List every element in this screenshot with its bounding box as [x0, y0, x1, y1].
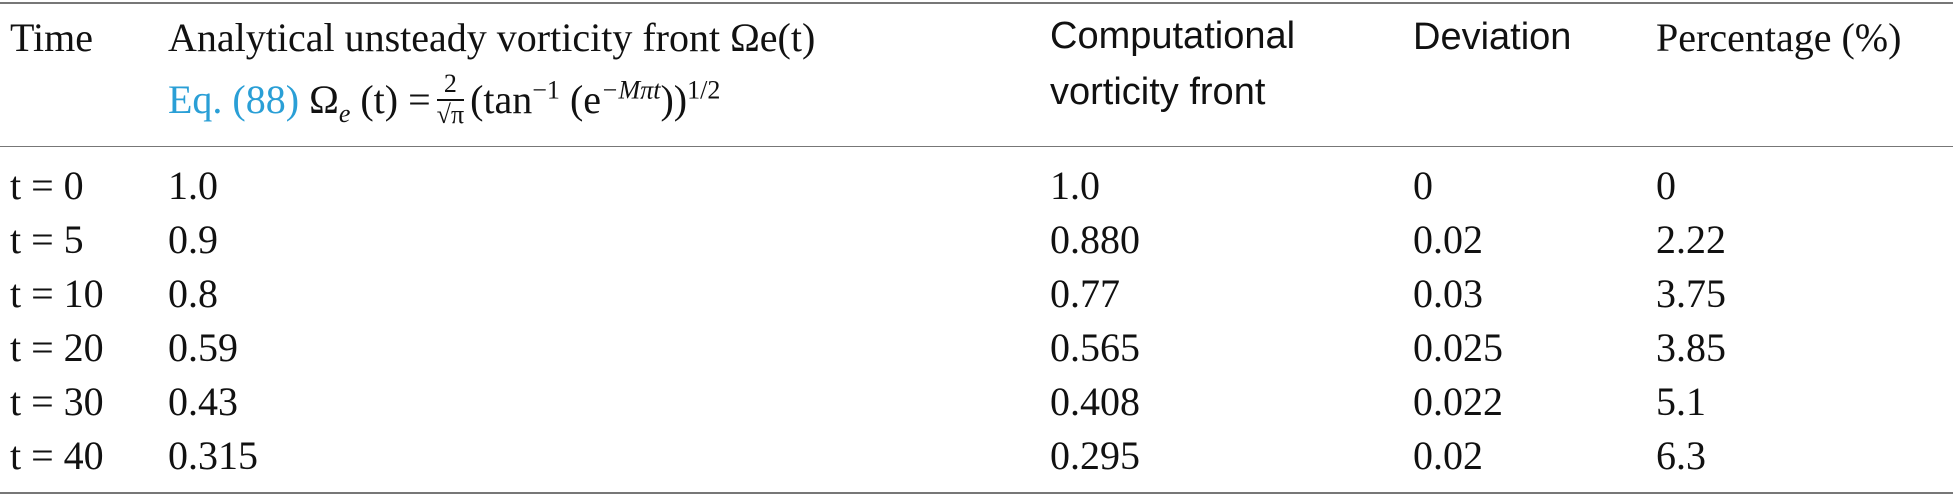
- formula-fraction: 2 √π: [436, 69, 465, 129]
- formula-subscript: e: [338, 98, 351, 128]
- analytical-cell: 1.0: [168, 163, 218, 208]
- header-formula-line: Eq. (88) Ωe (t) = 2 √π (tan−1 (e−Mπt))1/2: [168, 69, 721, 133]
- time-cell: t = 5: [10, 217, 84, 262]
- header-time: Time: [10, 15, 94, 60]
- computational-cell: 0.295: [1050, 433, 1140, 478]
- analytical-cell: 0.43: [168, 379, 238, 424]
- analytical-cell: 0.8: [168, 271, 218, 316]
- computational-cell: 0.880: [1050, 217, 1140, 262]
- header-percentage: Percentage (%): [1656, 15, 1902, 60]
- percentage-cell: 3.75: [1656, 271, 1726, 316]
- percentage-cell: 6.3: [1656, 433, 1706, 478]
- computational-cell: 0.77: [1050, 271, 1120, 316]
- formula-close: )): [660, 76, 688, 122]
- formula-exponent: −Mπt: [601, 75, 661, 105]
- time-cell: t = 20: [10, 325, 104, 370]
- formula-argument: (t) =: [360, 76, 431, 122]
- percentage-cell: 2.22: [1656, 217, 1726, 262]
- header-rule: [0, 146, 1953, 147]
- header-computational: Computational vorticity front: [1050, 15, 1296, 113]
- analytical-cell: 0.9: [168, 217, 218, 262]
- deviation-cell: 0.02: [1413, 217, 1483, 262]
- formula-power: 1/2: [687, 75, 721, 105]
- percentage-cell: 3.85: [1656, 325, 1726, 370]
- time-cell: t = 40: [10, 433, 104, 478]
- percentage-cell: 5.1: [1656, 379, 1706, 424]
- computational-cell: 0.408: [1050, 379, 1140, 424]
- header-deviation: Deviation: [1413, 16, 1572, 58]
- percentage-cell: 0: [1656, 163, 1676, 208]
- formula-numerator: 2: [436, 69, 465, 101]
- equation-ref[interactable]: Eq. (88): [168, 76, 300, 122]
- analytical-cell: 0.315: [168, 433, 258, 478]
- formula-open: (tan: [470, 76, 533, 122]
- time-cell: t = 30: [10, 379, 104, 424]
- deviation-cell: 0: [1413, 163, 1433, 208]
- formula-denominator: √π: [436, 99, 465, 129]
- top-rule: [0, 2, 1953, 4]
- computational-cell: 1.0: [1050, 163, 1100, 208]
- formula-inner-open: (e: [569, 76, 602, 122]
- deviation-cell: 0.02: [1413, 433, 1483, 478]
- header-analytical: Analytical unsteady vorticity front Ωe(t…: [168, 15, 816, 60]
- time-cell: t = 10: [10, 271, 104, 316]
- time-cell: t = 0: [10, 163, 84, 208]
- deviation-cell: 0.025: [1413, 325, 1503, 370]
- computational-cell: 0.565: [1050, 325, 1140, 370]
- formula-omega: Ω: [309, 76, 339, 122]
- formula-inverse: −1: [532, 75, 560, 105]
- deviation-cell: 0.022: [1413, 379, 1503, 424]
- deviation-cell: 0.03: [1413, 271, 1483, 316]
- bottom-rule: [0, 492, 1953, 494]
- analytical-cell: 0.59: [168, 325, 238, 370]
